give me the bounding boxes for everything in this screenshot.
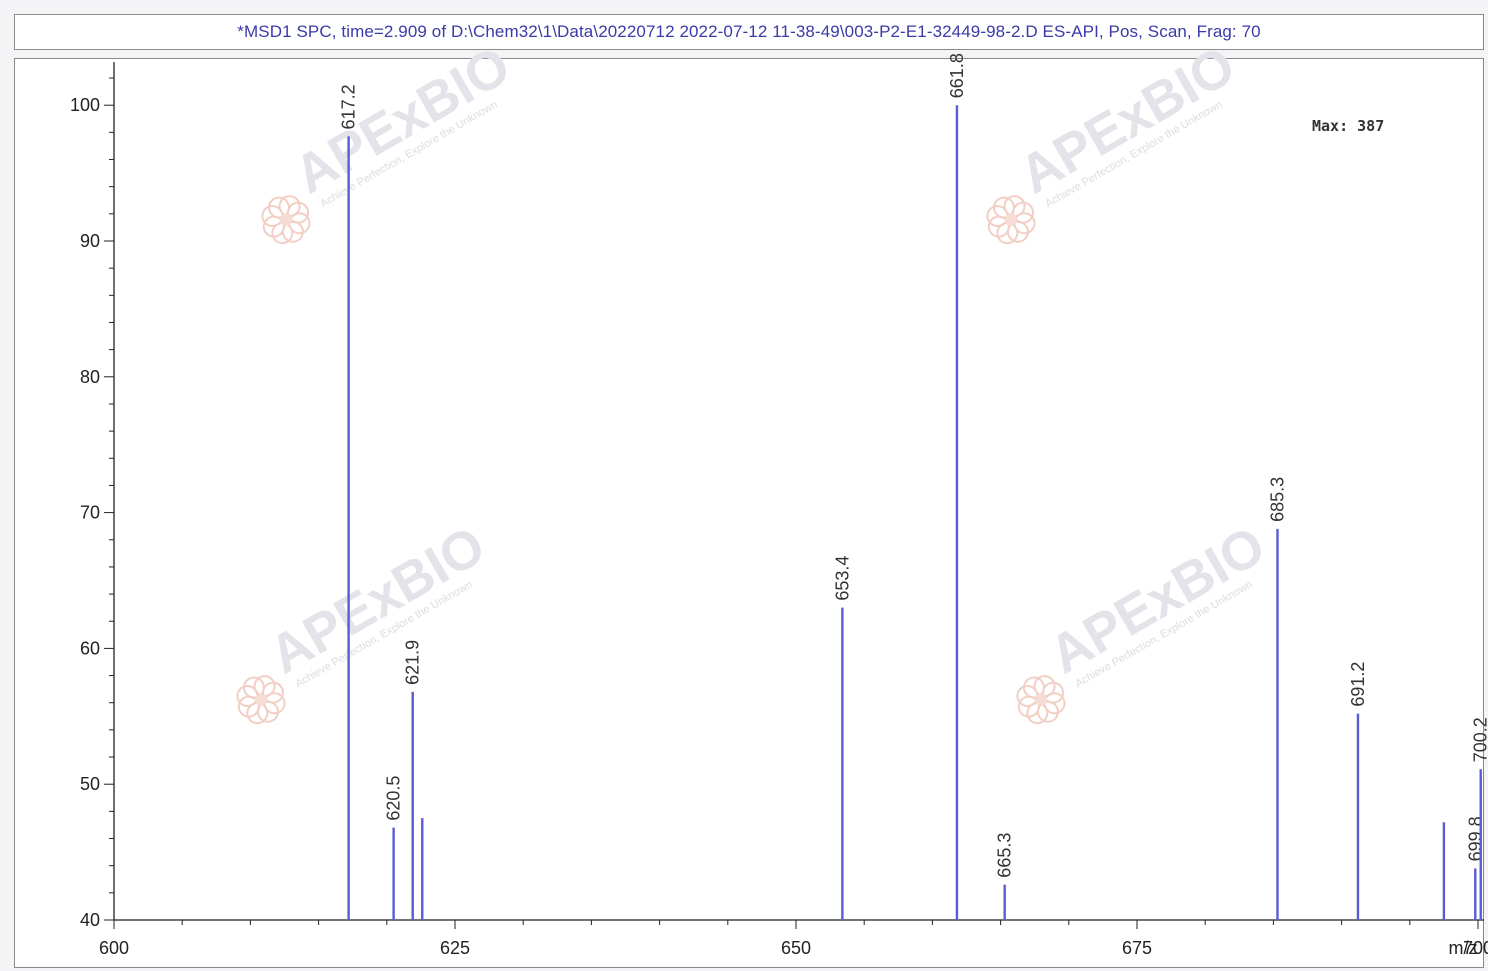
peak-label: 685.3	[1267, 477, 1287, 522]
y-tick-label: 50	[80, 774, 100, 794]
y-tick-label: 80	[80, 367, 100, 387]
watermark-brand: APExBIO	[1010, 35, 1245, 206]
watermark-center	[254, 693, 267, 706]
watermark-brand: APExBIO	[1040, 515, 1275, 686]
watermark-petal	[253, 675, 276, 698]
watermark-center	[1034, 693, 1047, 706]
peak-label: 661.8	[947, 53, 967, 98]
peak-label: 620.5	[384, 776, 404, 821]
max-annotation: Max: 387	[1312, 117, 1384, 135]
x-tick-label: 675	[1122, 938, 1152, 958]
watermark-flower-icon	[1016, 675, 1066, 725]
peak-label: 617.2	[339, 84, 359, 129]
chart-title-bar: *MSD1 SPC, time=2.909 of D:\Chem32\1\Dat…	[14, 14, 1484, 50]
y-tick-label: 60	[80, 638, 100, 658]
y-tick-label: 100	[70, 95, 100, 115]
y-tick-label: 90	[80, 231, 100, 251]
peak-label: 691.2	[1348, 662, 1368, 707]
x-tick-label: 625	[440, 938, 470, 958]
watermark-petal	[1003, 195, 1026, 218]
peak-label: 665.3	[995, 833, 1015, 878]
peak-label: 700.2	[1471, 717, 1488, 762]
plot-area	[14, 58, 1484, 968]
peak-label: 699.8	[1465, 816, 1485, 861]
x-tick-label: 600	[99, 938, 129, 958]
watermark-brand: APExBIO	[285, 35, 520, 206]
watermark-flower-icon	[261, 195, 311, 245]
x-tick-label: 700	[1463, 938, 1488, 958]
x-tick-label: 650	[781, 938, 811, 958]
peak-label: 621.9	[403, 640, 423, 685]
watermark-petal	[278, 195, 301, 218]
watermark-brand: APExBIO	[260, 515, 495, 686]
watermark-center	[1004, 213, 1017, 226]
watermark-petal	[1033, 675, 1056, 698]
y-tick-label: 40	[80, 910, 100, 930]
y-tick-label: 70	[80, 503, 100, 523]
peak-label: 653.4	[832, 556, 852, 601]
watermark-petal	[262, 681, 285, 704]
x-axis-label: m/z	[1449, 938, 1478, 958]
watermark-flower-icon	[236, 675, 286, 725]
watermark-flower-icon	[986, 195, 1036, 245]
watermark-center	[279, 213, 292, 226]
chart-title: *MSD1 SPC, time=2.909 of D:\Chem32\1\Dat…	[237, 22, 1261, 41]
